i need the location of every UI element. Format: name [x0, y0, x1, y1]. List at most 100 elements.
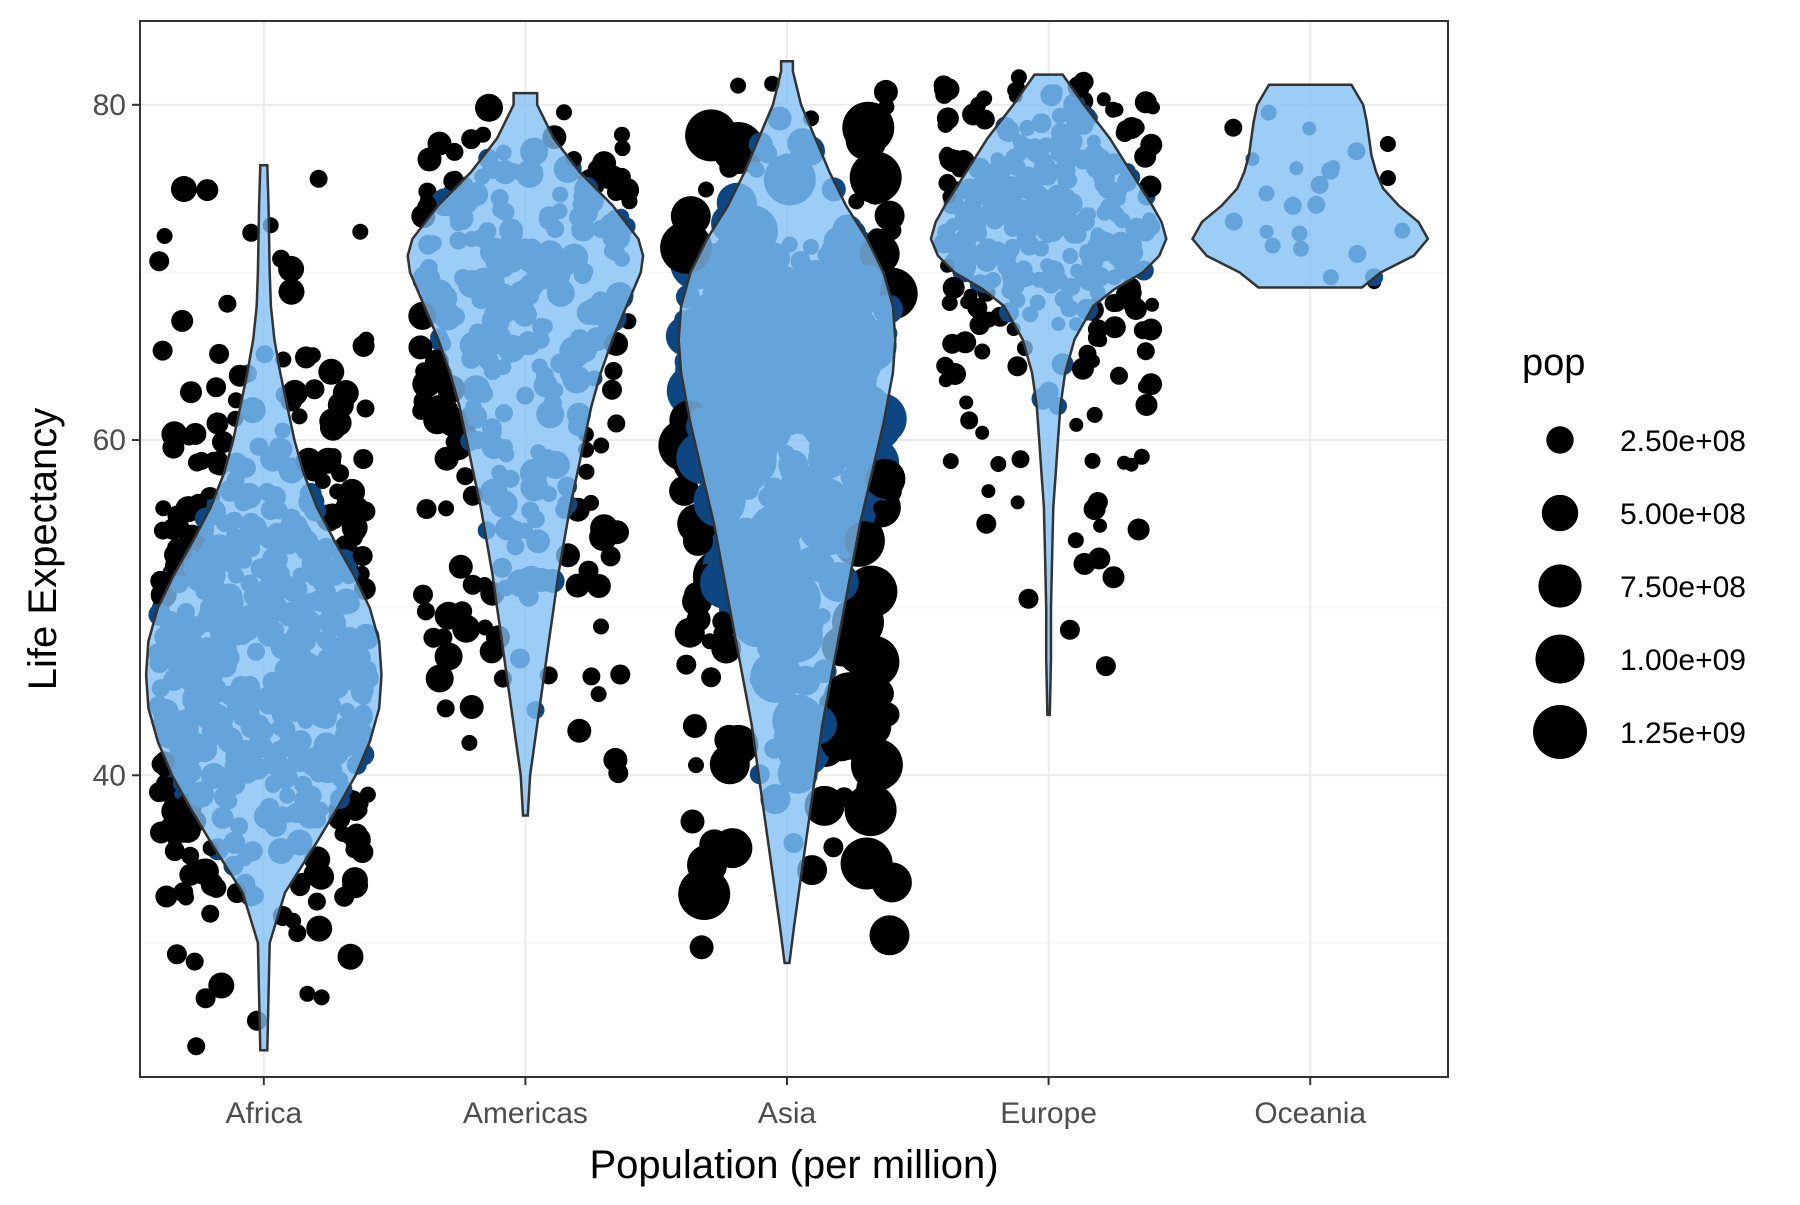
legend-key: [1546, 426, 1574, 454]
data-point: [593, 618, 609, 635]
data-point: [586, 574, 611, 598]
data-point: [181, 503, 198, 520]
data-point: [188, 453, 206, 472]
legend-title: pop: [1522, 342, 1585, 384]
data-point: [678, 868, 731, 920]
data-point: [408, 335, 433, 360]
legend-label: 1.25e+09: [1620, 717, 1746, 750]
data-point: [341, 867, 368, 894]
data-point: [600, 171, 618, 190]
data-point: [981, 484, 996, 499]
data-point: [938, 373, 953, 388]
legend-key: [1538, 564, 1582, 608]
data-point: [187, 1037, 206, 1056]
data-point: [149, 782, 169, 803]
data-point: [1379, 136, 1396, 152]
data-point: [164, 841, 185, 862]
data-point: [309, 169, 328, 188]
x-tick-label: Americas: [463, 1097, 588, 1130]
data-point: [352, 546, 373, 566]
data-point: [1073, 71, 1094, 92]
data-point: [719, 157, 740, 178]
data-point: [701, 667, 722, 688]
data-point: [600, 546, 621, 567]
legend: pop 2.50e+08 5.00e+08 7.50e+08 1.00e+09 1.25…: [1522, 342, 1746, 759]
violin-oceania: [1190, 83, 1430, 289]
data-point: [711, 633, 742, 664]
data-point: [180, 381, 202, 404]
data-point: [676, 654, 697, 675]
data-point: [318, 358, 345, 385]
data-point: [936, 356, 955, 375]
data-point: [201, 904, 220, 923]
data-point: [462, 574, 483, 595]
data-point: [1086, 406, 1103, 423]
data-point: [179, 427, 198, 446]
violin-americas: [406, 91, 645, 817]
x-tick-label: Africa: [225, 1097, 302, 1130]
data-point: [874, 200, 905, 231]
data-point: [565, 573, 590, 598]
y-tick-label: 40: [93, 759, 126, 792]
data-point: [712, 828, 753, 869]
data-point: [615, 178, 640, 202]
data-point: [416, 602, 435, 621]
data-point: [1116, 120, 1137, 140]
data-point: [1083, 498, 1106, 521]
data-point: [1102, 566, 1125, 589]
data-point: [152, 340, 173, 361]
data-point: [337, 943, 364, 970]
data-point: [159, 817, 180, 838]
data-point: [960, 411, 979, 430]
data-point: [1084, 452, 1101, 469]
data-point: [475, 93, 503, 122]
data-point: [1140, 133, 1163, 156]
data-point: [149, 251, 170, 272]
data-point: [614, 140, 631, 157]
data-point: [1095, 656, 1116, 677]
data-point: [477, 619, 494, 636]
data-point: [583, 494, 599, 511]
data-point: [865, 458, 906, 499]
data-point: [178, 889, 194, 906]
data-point: [438, 500, 455, 517]
data-point: [434, 642, 463, 671]
data-point: [1059, 619, 1080, 640]
data-point: [873, 500, 890, 517]
data-point: [688, 757, 704, 774]
data-point: [452, 614, 481, 643]
data-point: [823, 672, 876, 725]
data-point: [873, 79, 898, 104]
data-point: [170, 176, 197, 202]
data-point: [1093, 518, 1108, 533]
x-tick-label: Oceania: [1254, 1097, 1366, 1130]
data-point: [942, 276, 965, 299]
data-point: [171, 309, 194, 332]
legend-label: 5.00e+08: [1620, 498, 1746, 531]
x-tick-label: Asia: [758, 1097, 817, 1130]
y-tick-label: 60: [93, 424, 126, 457]
data-point: [272, 249, 291, 268]
data-point: [412, 370, 441, 398]
data-point: [607, 414, 626, 433]
data-point: [680, 809, 705, 834]
data-point: [933, 78, 954, 99]
data-point: [1071, 357, 1094, 380]
data-point: [840, 837, 893, 890]
data-point: [1010, 69, 1027, 86]
data-point: [730, 77, 747, 94]
data-point: [1088, 547, 1111, 570]
data-point: [1007, 356, 1028, 377]
data-point: [1087, 319, 1108, 340]
data-point: [698, 181, 714, 198]
data-point: [312, 864, 333, 885]
data-point: [425, 664, 454, 693]
legend-key: [1535, 634, 1585, 684]
data-point: [208, 972, 235, 999]
data-point: [196, 179, 219, 202]
data-point: [190, 858, 217, 885]
x-tick-label: Europe: [1000, 1097, 1097, 1130]
data-point: [689, 935, 714, 960]
data-point: [849, 151, 902, 204]
data-point: [181, 846, 200, 865]
